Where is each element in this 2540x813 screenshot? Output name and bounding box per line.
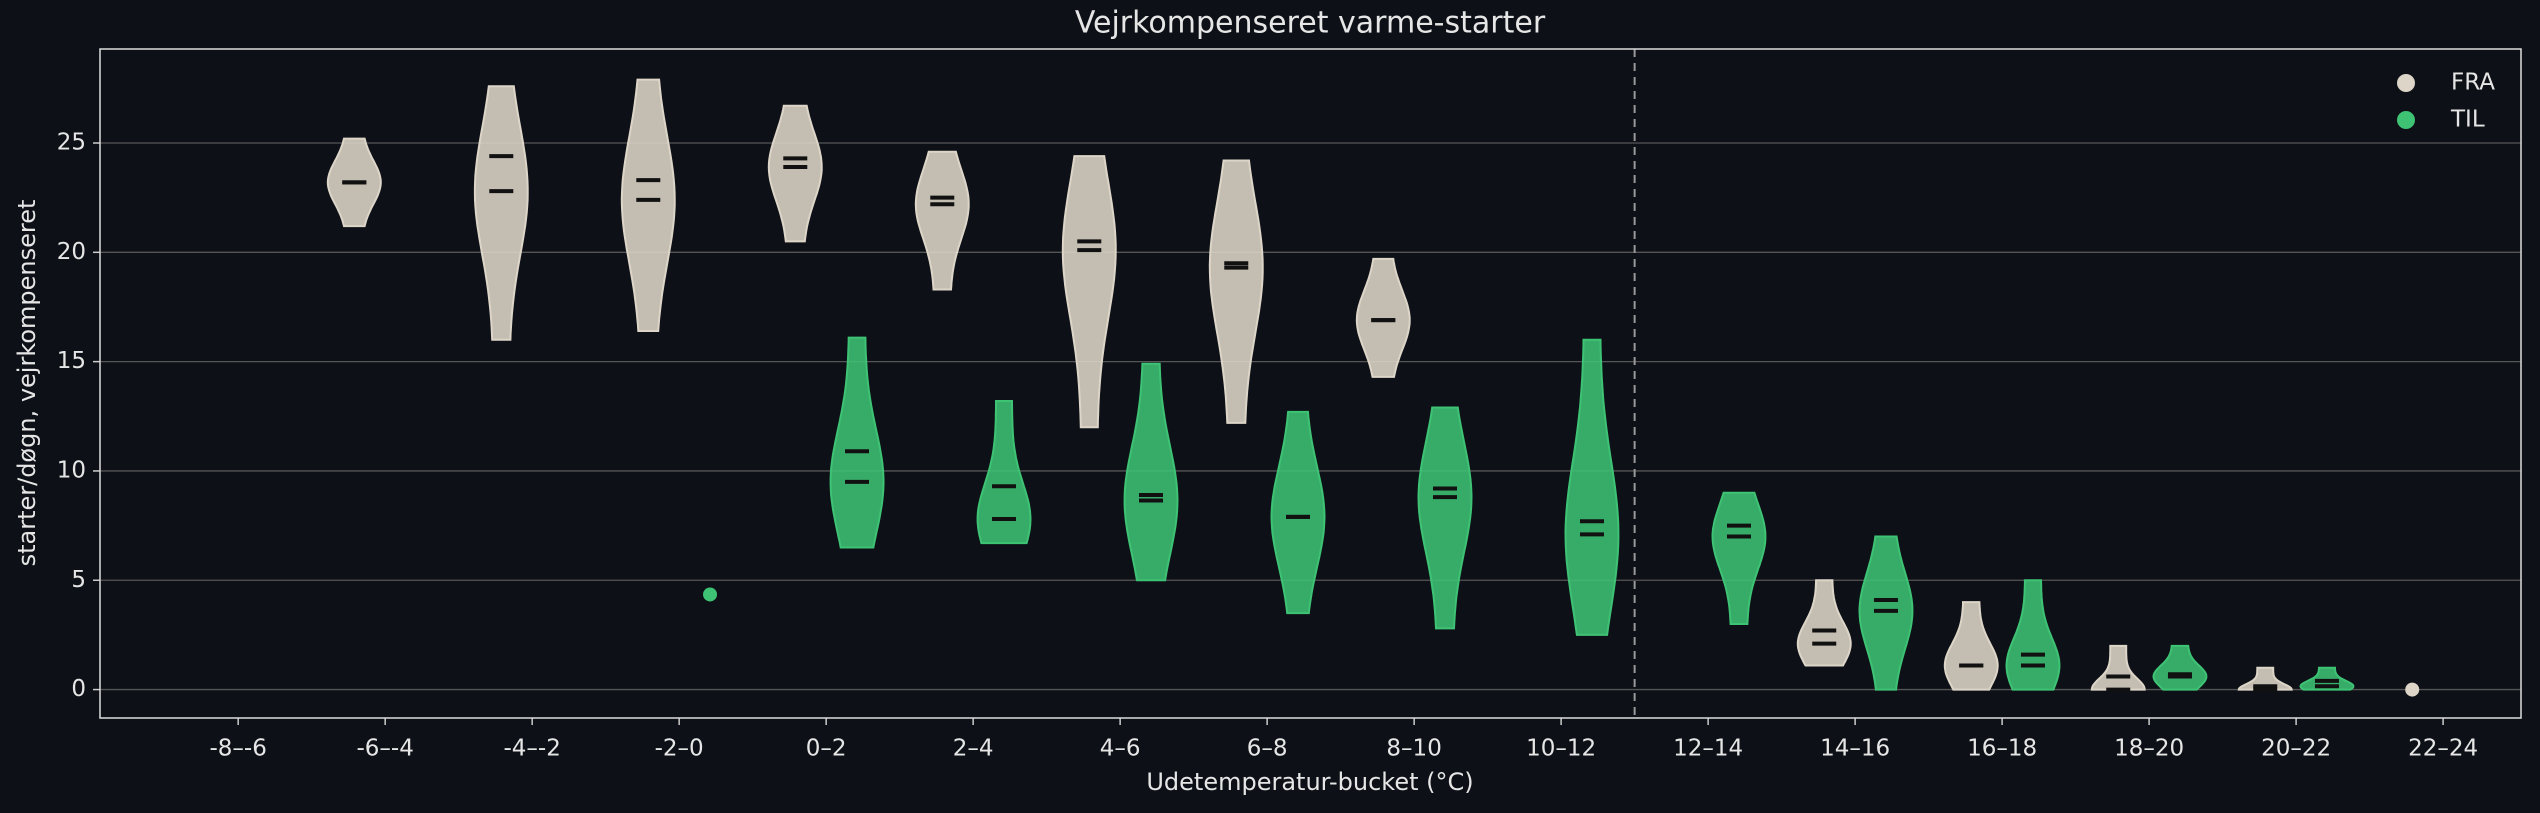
violin-body	[1355, 257, 1411, 378]
violin-body	[1711, 491, 1767, 625]
y-tick-label: 20	[57, 239, 86, 265]
x-tick-label: 4–6	[1100, 736, 1141, 762]
violin-point	[703, 587, 718, 602]
x-tick-label: 6–8	[1247, 736, 1288, 762]
x-tick-label: 14–16	[1820, 736, 1890, 762]
y-axis-label: starter/døgn, vejrkompenseret	[13, 200, 41, 567]
x-tick-label: 12–14	[1673, 736, 1743, 762]
y-tick-label: 15	[57, 348, 86, 374]
x-tick-label: 8–10	[1386, 736, 1441, 762]
violin-body	[2152, 644, 2208, 691]
violin-point	[2405, 682, 2420, 697]
violin-body	[1208, 159, 1264, 424]
x-tick-label: 0–2	[806, 736, 847, 762]
x-tick-label: -8–-6	[209, 736, 266, 762]
y-tick-label: 25	[57, 130, 86, 156]
x-tick-label: 16–18	[1967, 736, 2037, 762]
legend-marker	[2397, 111, 2415, 129]
x-tick-label: 2–4	[953, 736, 994, 762]
violin-body	[2090, 644, 2146, 691]
chart-title: Vejrkompenseret varme-starter	[1075, 6, 1546, 41]
violin-body	[1943, 601, 1999, 691]
violin-body	[1564, 338, 1620, 636]
violin-body	[1796, 579, 1852, 667]
y-tick-label: 5	[71, 567, 86, 593]
violin-body	[829, 336, 885, 549]
y-tick-label: 10	[57, 457, 86, 483]
violin-body	[1270, 410, 1326, 615]
x-tick-label: -6–-4	[356, 736, 413, 762]
violin-body	[1123, 362, 1179, 582]
y-tick-label: 0	[71, 676, 86, 702]
x-axis-label: Udetemperatur-bucket (°C)	[1146, 768, 1473, 796]
violin-body	[2237, 666, 2293, 691]
x-tick-label: -4–-2	[503, 736, 560, 762]
violin-body	[976, 400, 1032, 545]
legend-label: FRA	[2451, 70, 2495, 96]
violin-body	[2005, 579, 2061, 691]
legend-label: TIL	[2450, 107, 2485, 133]
x-tick-label: 20–22	[2261, 736, 2331, 762]
x-tick-label: 10–12	[1526, 736, 1596, 762]
plot-frame	[99, 48, 2522, 719]
violin-body	[2299, 666, 2355, 691]
x-tick-label: 18–20	[2114, 736, 2184, 762]
violin-body	[1858, 535, 1914, 691]
violin-body	[473, 85, 529, 341]
violin-body	[1417, 406, 1473, 630]
x-tick-label: -2–0	[655, 736, 704, 762]
violin-body	[767, 104, 823, 243]
legend-marker	[2397, 74, 2415, 92]
x-tick-label: 22–24	[2408, 736, 2478, 762]
violin-body	[914, 150, 970, 291]
violin-body	[1061, 155, 1117, 429]
violin-body	[620, 78, 676, 332]
